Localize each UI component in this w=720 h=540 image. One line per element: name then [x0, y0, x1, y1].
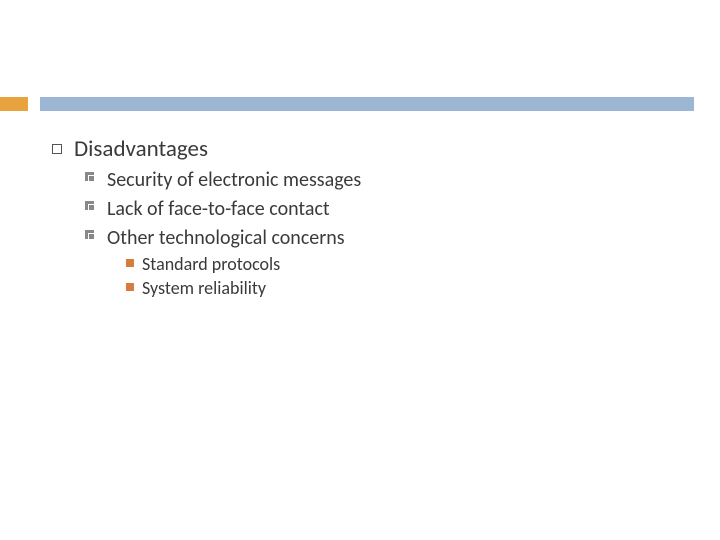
square-shadow-icon: [88, 175, 97, 184]
slide: Disadvantages Security of electronic mes…: [0, 0, 720, 540]
list-item: Security of electronic messages: [88, 168, 361, 193]
level3-text: System reliability: [142, 277, 266, 300]
level3-text: Standard protocols: [142, 253, 280, 276]
square-shadow-icon: [88, 233, 97, 242]
header-accent: [0, 97, 28, 111]
list-item: Other technological concerns: [88, 226, 361, 251]
level2-text: Security of electronic messages: [107, 168, 361, 193]
content-area: Disadvantages Security of electronic mes…: [52, 136, 361, 300]
header-bar: [0, 97, 720, 111]
square-solid-icon: [126, 283, 134, 291]
list-item: Disadvantages: [52, 136, 361, 164]
square-outline-icon: [52, 144, 62, 154]
level2-text: Other technological concerns: [107, 226, 345, 251]
square-shadow-icon: [88, 204, 97, 213]
level1-text: Disadvantages: [74, 136, 208, 164]
header-bluebar: [40, 97, 694, 111]
list-item: Standard protocols: [126, 253, 361, 276]
level2-text: Lack of face-to-face contact: [107, 197, 330, 222]
square-solid-icon: [126, 259, 134, 267]
list-item: Lack of face-to-face contact: [88, 197, 361, 222]
list-item: System reliability: [126, 277, 361, 300]
